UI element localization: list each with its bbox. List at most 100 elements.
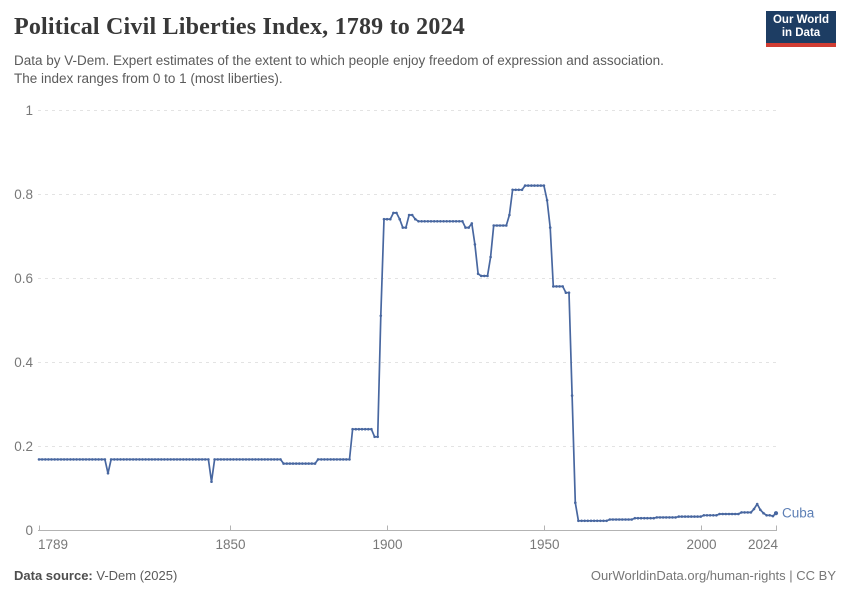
data-point-marker <box>586 519 590 523</box>
data-point-marker <box>624 518 627 521</box>
data-point-marker <box>715 514 718 517</box>
data-source-note: Data source: V-Dem (2025) <box>14 568 177 583</box>
owid-url-license-link[interactable]: OurWorldinData.org/human-rights | CC BY <box>590 568 836 583</box>
data-point-marker <box>213 458 216 461</box>
data-point-marker <box>771 514 775 518</box>
data-point-marker <box>78 458 82 461</box>
data-point-marker <box>160 458 163 461</box>
data-point-marker <box>395 211 398 215</box>
data-point-marker <box>558 285 561 288</box>
data-point-marker <box>740 511 743 514</box>
data-point-marker <box>530 184 533 187</box>
data-point-marker <box>188 458 191 461</box>
data-point-marker <box>457 220 461 223</box>
data-point-marker <box>727 512 731 516</box>
y-axis-tick-label: 0.2 <box>14 439 33 454</box>
data-point-marker <box>489 255 492 259</box>
data-point-marker <box>194 458 198 461</box>
data-point-marker <box>407 213 411 217</box>
data-point-marker <box>294 462 298 465</box>
data-point-marker <box>755 502 759 506</box>
data-point-marker <box>50 458 53 461</box>
series-label-cuba[interactable]: Cuba <box>782 506 815 521</box>
data-point-marker <box>247 458 251 461</box>
x-axis: 1789 1850 1900 1950 2000 2024 <box>38 525 778 552</box>
x-axis-tick-label: 2000 <box>686 537 716 552</box>
data-point-marker <box>69 458 72 461</box>
data-point-marker <box>75 458 78 461</box>
data-source-label: Data source: <box>14 568 93 583</box>
data-point-marker <box>602 519 605 523</box>
data-point-marker <box>97 458 100 461</box>
data-point-marker <box>197 458 201 461</box>
data-source-value: V-Dem (2025) <box>92 568 178 583</box>
cuba-series-line[interactable] <box>38 184 777 522</box>
data-point-marker <box>552 285 555 288</box>
data-point-marker <box>47 458 50 461</box>
data-point-marker <box>323 458 326 461</box>
data-point-marker <box>113 458 116 461</box>
data-point-marker <box>699 515 702 518</box>
data-point-marker <box>301 462 304 465</box>
data-point-marker <box>583 519 586 523</box>
data-point-marker <box>147 458 151 461</box>
data-point-marker <box>454 220 458 223</box>
data-point-marker <box>773 511 779 516</box>
data-point-marker <box>492 224 496 227</box>
data-point-marker <box>338 458 342 461</box>
data-point-marker <box>200 458 204 461</box>
data-point-marker <box>605 519 608 523</box>
data-point-marker <box>103 458 107 461</box>
data-point-marker <box>156 458 160 461</box>
data-point-marker <box>677 515 681 518</box>
data-point-marker <box>166 458 169 461</box>
data-point-marker <box>40 458 44 461</box>
chart-subtitle-line-1: Data by V-Dem. Expert estimates of the e… <box>14 53 664 68</box>
data-point-marker <box>404 226 408 229</box>
data-point-marker <box>241 458 245 461</box>
data-point-marker <box>351 427 354 431</box>
data-point-marker <box>627 518 630 521</box>
data-point-marker <box>664 516 668 519</box>
owid-logo-text-line-2: in Data <box>781 27 821 39</box>
data-point-marker <box>260 458 264 461</box>
data-point-marker <box>690 515 693 518</box>
data-point-marker <box>326 458 329 461</box>
data-point-marker <box>539 184 543 187</box>
data-point-marker <box>56 458 60 461</box>
data-point-marker <box>272 458 276 461</box>
data-point-marker <box>298 462 301 465</box>
data-point-marker <box>668 516 671 519</box>
data-point-marker <box>749 511 753 514</box>
data-point-marker <box>131 458 135 461</box>
data-point-marker <box>545 199 549 202</box>
data-point-marker <box>269 458 273 461</box>
data-point-marker <box>599 519 602 523</box>
data-point-marker <box>483 274 486 278</box>
data-point-marker <box>182 458 185 461</box>
data-point-marker <box>611 518 615 521</box>
data-point-marker <box>508 213 511 217</box>
owid-logo[interactable]: Our World in Data <box>766 11 836 47</box>
data-point-marker <box>580 519 583 523</box>
data-point-marker <box>567 291 571 295</box>
data-point-marker <box>592 519 596 523</box>
data-point-marker <box>570 394 574 397</box>
data-point-marker <box>87 458 91 461</box>
data-point-marker <box>655 516 659 519</box>
data-point-marker <box>461 220 464 223</box>
data-point-marker <box>542 184 546 187</box>
chart-footer: Data source: V-Dem (2025) OurWorldinData… <box>14 568 836 583</box>
data-point-marker <box>414 217 417 221</box>
data-point-marker <box>448 220 452 223</box>
data-point-marker <box>138 458 141 461</box>
data-point-marker <box>385 217 389 221</box>
chart-subtitle-line-2: The index ranges from 0 to 1 (most liber… <box>14 71 283 86</box>
x-axis-tick-label: 1900 <box>372 537 402 552</box>
x-axis-tick-label: 1789 <box>38 537 68 552</box>
data-point-marker <box>304 462 307 465</box>
data-point-marker <box>639 516 643 520</box>
data-point-marker <box>244 458 248 461</box>
data-point-marker <box>116 458 119 461</box>
